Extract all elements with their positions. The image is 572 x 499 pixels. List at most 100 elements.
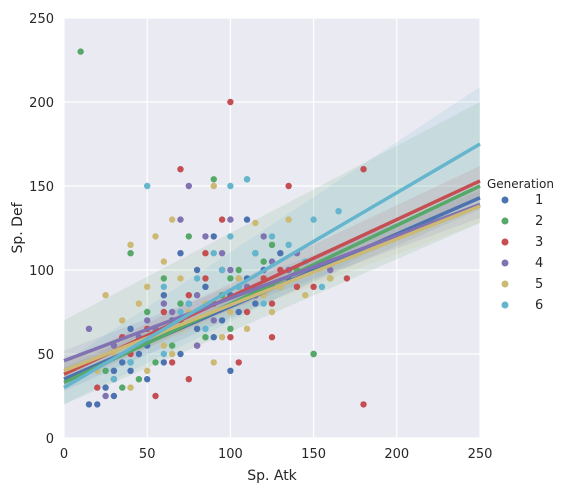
data-point-gen-5 <box>252 219 259 227</box>
data-point-gen-6 <box>218 266 226 274</box>
data-point-gen-1 <box>102 384 109 391</box>
legend-marker-2 <box>501 217 509 225</box>
data-point-gen-1 <box>193 266 201 274</box>
data-point-gen-1 <box>110 392 118 400</box>
data-point-gen-3 <box>343 275 351 282</box>
legend-marker-5 <box>501 280 509 288</box>
data-point-gen-4 <box>160 300 168 307</box>
data-point-gen-3 <box>243 308 251 316</box>
data-point-gen-6 <box>127 359 134 366</box>
data-point-gen-3 <box>227 98 234 106</box>
data-point-gen-6 <box>227 182 234 190</box>
data-point-gen-6 <box>285 241 292 248</box>
data-point-gen-6 <box>335 208 342 215</box>
legend-items: 1 2 3 4 5 6 <box>501 193 543 313</box>
data-point-gen-2 <box>268 241 276 248</box>
x-axis-label: Sp. Atk <box>247 468 297 484</box>
x-tick-label: 0 <box>60 447 68 462</box>
x-tick-label: 100 <box>218 447 243 462</box>
data-point-gen-6 <box>177 308 184 316</box>
data-point-gen-1 <box>177 250 184 257</box>
data-point-gen-2 <box>152 359 159 366</box>
data-point-gen-4 <box>177 216 184 223</box>
data-point-gen-2 <box>144 308 151 316</box>
regression-lines <box>63 142 481 390</box>
data-point-gen-4 <box>102 392 109 400</box>
data-point-gen-4 <box>168 308 176 316</box>
legend-label-5: 5 <box>535 277 543 292</box>
regression-line-4 <box>63 202 481 363</box>
data-point-gen-5 <box>268 308 276 316</box>
legend-marker-6 <box>501 301 509 309</box>
data-point-gen-6 <box>110 376 118 383</box>
data-point-gen-1 <box>177 350 184 358</box>
y-tick-label: 250 <box>29 12 54 27</box>
data-point-gen-6 <box>202 325 209 332</box>
data-point-gen-5 <box>302 292 309 299</box>
data-point-gen-1 <box>94 401 101 408</box>
data-point-gen-5 <box>227 308 234 316</box>
y-axis-ticks: 0 50 100 150 200 250 <box>29 12 54 447</box>
data-point-gen-6 <box>310 216 317 223</box>
data-point-gen-4 <box>193 292 201 299</box>
data-point-gen-3 <box>160 308 168 316</box>
data-point-gen-2 <box>202 334 209 341</box>
data-point-gen-1 <box>202 283 209 290</box>
data-point-gen-5 <box>152 233 159 240</box>
data-point-gen-5 <box>127 384 134 391</box>
data-point-gen-5 <box>177 275 184 282</box>
data-point-gen-1 <box>210 334 217 341</box>
data-point-gen-1 <box>135 350 143 358</box>
data-point-gen-2 <box>227 325 234 332</box>
data-point-gen-1 <box>110 367 118 374</box>
data-point-gen-3 <box>202 275 209 282</box>
legend-marker-4 <box>501 259 509 267</box>
y-tick-label: 50 <box>37 348 54 363</box>
data-point-gen-6 <box>144 182 151 190</box>
data-point-gen-6 <box>268 233 276 240</box>
data-point-gen-1 <box>85 401 93 408</box>
data-point-gen-4 <box>185 182 192 190</box>
data-point-gen-2 <box>227 275 234 282</box>
data-point-gen-6 <box>193 275 201 282</box>
data-point-gen-6 <box>227 233 234 240</box>
data-point-gen-6 <box>160 350 168 358</box>
data-point-gen-3 <box>177 166 184 173</box>
regression-line-6 <box>63 142 481 390</box>
data-point-gen-3 <box>227 334 234 341</box>
data-point-gen-3 <box>168 359 176 366</box>
data-point-gen-6 <box>252 250 259 257</box>
legend-marker-1 <box>501 196 509 204</box>
data-point-gen-1 <box>277 250 284 257</box>
x-tick-label: 250 <box>468 447 493 462</box>
data-point-gen-5 <box>160 258 168 265</box>
data-point-gen-2 <box>310 350 317 358</box>
data-point-gen-1 <box>218 317 226 324</box>
data-point-gen-6 <box>160 283 168 290</box>
legend-label-3: 3 <box>535 235 543 250</box>
data-point-gen-4 <box>144 317 151 324</box>
data-point-gen-6 <box>243 176 251 183</box>
x-tick-label: 50 <box>139 447 156 462</box>
data-point-gen-1 <box>160 359 168 366</box>
legend-label-4: 4 <box>535 256 543 271</box>
data-point-gen-5 <box>119 317 126 324</box>
legend-label-1: 1 <box>535 193 543 208</box>
data-point-gen-1 <box>160 292 168 299</box>
data-point-gen-1 <box>127 325 134 332</box>
x-tick-label: 200 <box>384 447 409 462</box>
data-point-gen-6 <box>210 250 217 257</box>
data-point-gen-5 <box>144 367 151 374</box>
data-point-gen-4 <box>227 266 234 274</box>
data-point-gen-2 <box>119 384 126 391</box>
data-point-gen-6 <box>318 283 326 290</box>
data-point-gen-4 <box>193 342 201 349</box>
data-point-gen-1 <box>235 308 242 316</box>
data-point-gen-4 <box>202 233 209 240</box>
x-tick-label: 150 <box>301 447 326 462</box>
data-point-gen-3 <box>202 250 209 257</box>
data-point-gen-2 <box>127 250 134 257</box>
data-point-gen-4 <box>210 317 217 324</box>
data-point-gen-3 <box>268 300 276 307</box>
data-point-gen-4 <box>85 325 93 332</box>
